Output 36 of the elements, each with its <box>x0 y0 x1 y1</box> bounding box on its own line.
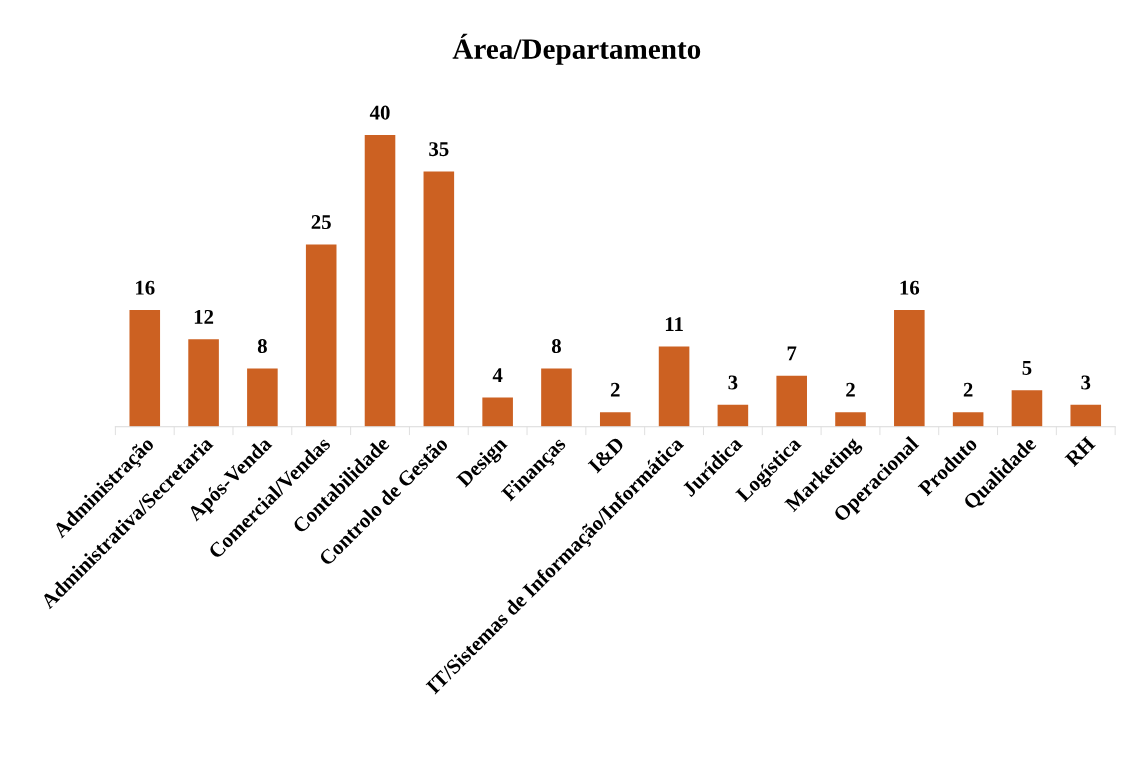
data-label: 16 <box>900 280 920 295</box>
bar <box>129 310 161 427</box>
bar <box>1011 390 1043 427</box>
data-label: 5 <box>1022 361 1032 375</box>
bar <box>305 244 337 427</box>
data-label: 4 <box>492 368 503 383</box>
bar <box>247 368 278 427</box>
data-label: 11 <box>665 317 683 331</box>
data-label: 8 <box>551 339 561 354</box>
bar <box>717 404 749 427</box>
bar <box>894 310 925 427</box>
bar <box>952 412 984 427</box>
bar <box>1070 404 1102 427</box>
data-label: 25 <box>311 215 331 230</box>
chart-title: Área/Departamento <box>452 33 701 65</box>
data-label: 3 <box>728 375 738 390</box>
bar <box>482 397 513 427</box>
bar <box>776 375 807 427</box>
bar <box>835 412 866 427</box>
data-label: 16 <box>136 280 155 295</box>
bar <box>599 412 631 427</box>
bar <box>541 368 572 427</box>
data-label: 12 <box>194 309 214 324</box>
bar <box>423 171 455 427</box>
data-label: 3 <box>1081 375 1091 390</box>
data-label: 35 <box>429 142 449 157</box>
data-label: 2 <box>846 382 855 397</box>
data-label: 8 <box>257 339 267 354</box>
data-label: 40 <box>369 105 390 120</box>
data-label: 2 <box>610 382 620 397</box>
data-label: 7 <box>787 346 797 361</box>
x-tick-label: RH <box>1064 435 1096 468</box>
data-label: 2 <box>963 382 973 397</box>
bar <box>364 135 396 427</box>
bar <box>658 346 690 427</box>
bar <box>188 339 219 427</box>
